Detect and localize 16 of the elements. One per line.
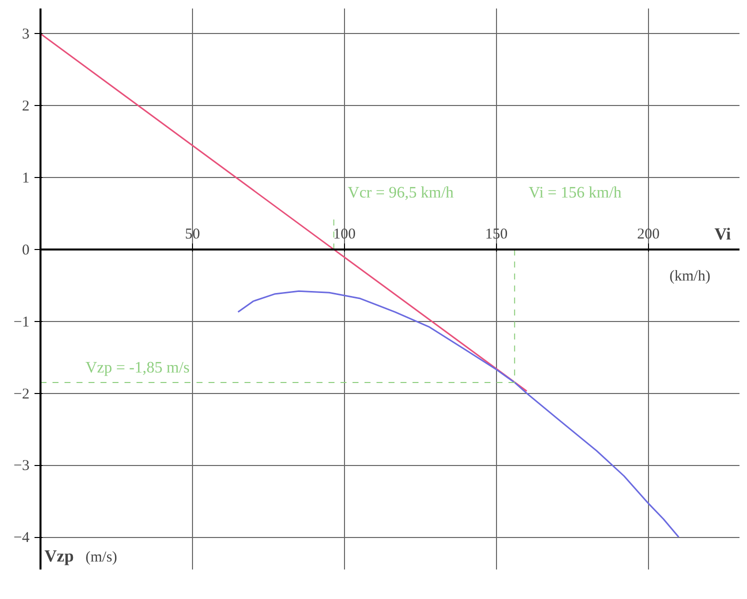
annotation: (m/s) [86, 550, 118, 566]
ref-line-label: Vzp = -1,85 m/s [86, 360, 190, 376]
y-tick-label: 0 [22, 242, 30, 258]
y-tick-label: 2 [22, 98, 30, 115]
ref-line-label: Vi = 156 km/h [528, 184, 622, 202]
y-tick-label: −1 [14, 314, 30, 330]
y-tick-label: −4 [14, 530, 30, 546]
y-tick-label: −3 [14, 458, 30, 474]
ref-line-label: Vcr = 96,5 km/h [348, 184, 454, 202]
y-tick-label: −2 [14, 386, 30, 402]
y-axis-title: Vzp [44, 546, 74, 566]
line-series [237, 290, 680, 538]
y-tick-label: 1 [22, 170, 30, 187]
x-axis-title: Vi [714, 224, 732, 244]
annotation: (km/h) [670, 268, 710, 284]
y-tick-label: 3 [22, 26, 30, 43]
